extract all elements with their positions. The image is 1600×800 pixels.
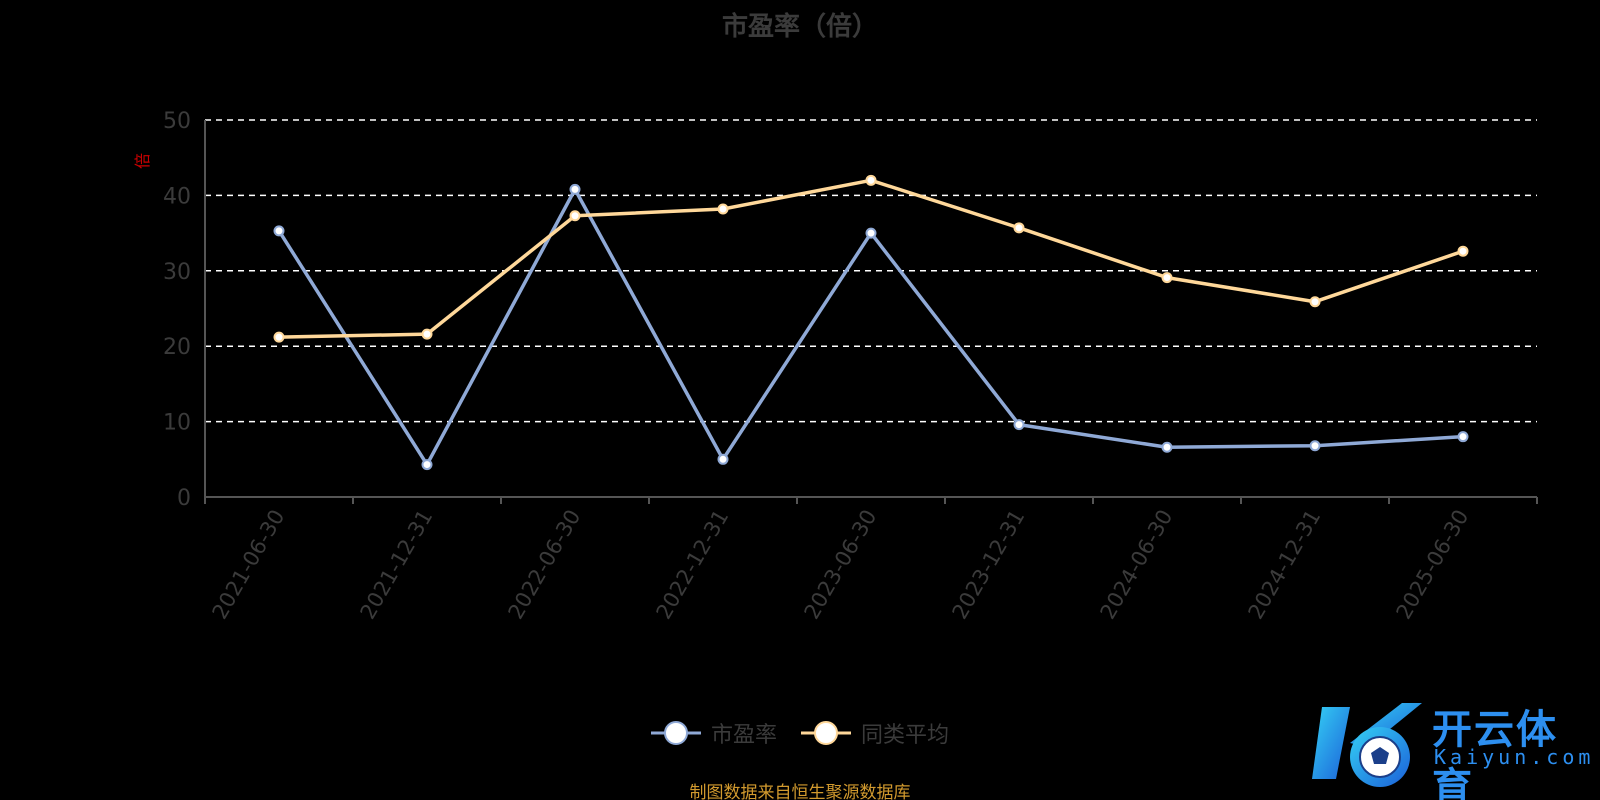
kaiyun-logo-icon [1312, 703, 1422, 787]
x-tick-label: 2023-06-30 [800, 506, 882, 624]
data-point [569, 183, 581, 195]
data-point [421, 328, 433, 340]
y-tick-label: 50 [163, 109, 191, 134]
data-point [1013, 222, 1025, 234]
data-point [865, 227, 877, 239]
watermark-cn-text: 开云体育 [1432, 707, 1558, 800]
series-1 [273, 183, 1469, 471]
x-tick-label: 2021-12-31 [356, 506, 438, 624]
y-tick-label: 30 [163, 260, 191, 285]
data-point [273, 225, 285, 237]
y-tick-label: 0 [177, 486, 191, 511]
data-point [421, 459, 433, 471]
data-point [569, 210, 581, 222]
legend-item[interactable]: 市盈率 [650, 717, 777, 749]
data-point [273, 331, 285, 343]
grid-lines [205, 119, 1537, 423]
data-point [717, 453, 729, 465]
x-tick-label: 2024-12-31 [1244, 506, 1326, 624]
y-tick-label: 40 [163, 184, 191, 209]
x-tick-label: 2021-06-30 [208, 506, 290, 624]
kaiyun-watermark-logo: 开云体育 Kaiyun.com [1310, 695, 1590, 800]
watermark-en-text: Kaiyun.com [1434, 745, 1595, 769]
data-point [1457, 245, 1469, 257]
x-tick-label: 2022-06-30 [504, 506, 586, 624]
data-point [1013, 419, 1025, 431]
series-line [278, 178, 1464, 339]
x-tick-label: 2025-06-30 [1392, 506, 1474, 624]
data-point [1309, 440, 1321, 452]
data-point [1161, 441, 1173, 453]
data-point [1457, 431, 1469, 443]
data-point [717, 203, 729, 215]
legend-item[interactable]: 同类平均 [801, 717, 949, 749]
data-point [1161, 272, 1173, 284]
series-lines [273, 174, 1469, 471]
legend-swatch [801, 721, 851, 745]
data-point [1309, 296, 1321, 308]
y-tick-label: 10 [163, 411, 191, 436]
source-note: 制图数据来自恒生聚源数据库 [689, 783, 911, 800]
y-axis-label: 倍 [133, 153, 152, 169]
legend-swatch [650, 721, 701, 745]
series-2 [273, 174, 1469, 343]
data-point [865, 174, 877, 186]
x-tick-label: 2024-06-30 [1096, 506, 1178, 624]
x-tick-label: 2022-12-31 [652, 506, 734, 624]
x-tick-label: 2023-12-31 [948, 506, 1030, 624]
y-tick-label: 20 [163, 335, 191, 360]
legend-label: 同类平均 [861, 723, 950, 748]
chart-title: 市盈率（倍） [721, 12, 878, 42]
legend-label: 市盈率 [710, 723, 777, 748]
chart-legend: 市盈率 同类平均 [0, 717, 1600, 749]
